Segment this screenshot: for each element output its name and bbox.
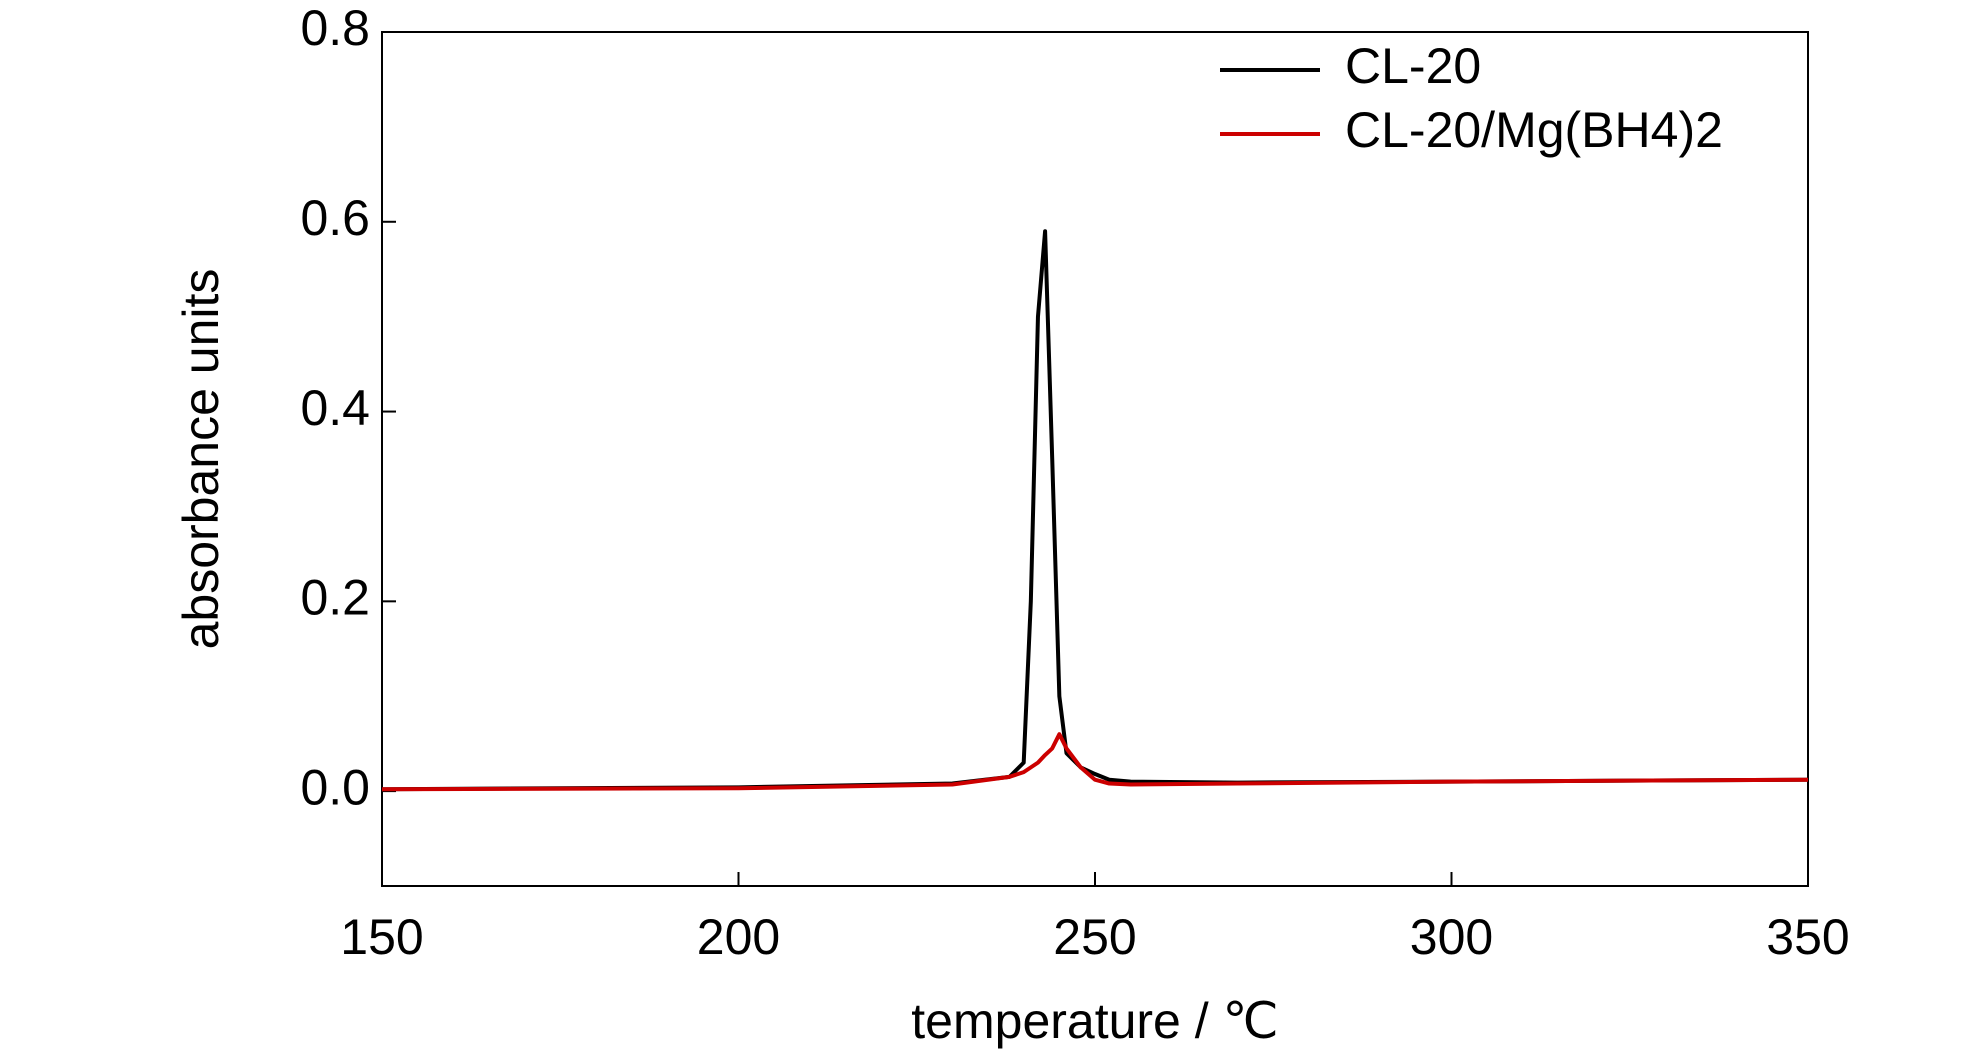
x-tick-label: 350 xyxy=(1766,909,1849,965)
data-line xyxy=(381,732,1809,792)
y-tick-label: 0.4 xyxy=(300,380,370,436)
y-tick-label: 0.6 xyxy=(300,190,370,246)
plot-frame xyxy=(381,31,1809,887)
x-tick-label: 200 xyxy=(697,909,780,965)
y-tick-label: 0.0 xyxy=(300,759,370,815)
legend-label: CL-20/Mg(BH4)2 xyxy=(1345,102,1723,158)
x-axis-label: temperature / ℃ xyxy=(911,993,1278,1049)
x-tick-label: 150 xyxy=(340,909,423,965)
data-line xyxy=(381,229,1809,792)
x-tick-label: 300 xyxy=(1410,909,1493,965)
y-axis-label: absorbance units xyxy=(173,269,229,650)
y-tick-label: 0.2 xyxy=(300,570,370,626)
x-tick-label: 250 xyxy=(1053,909,1136,965)
legend-label: CL-20 xyxy=(1345,38,1481,94)
y-tick-label: 0.8 xyxy=(300,0,370,56)
